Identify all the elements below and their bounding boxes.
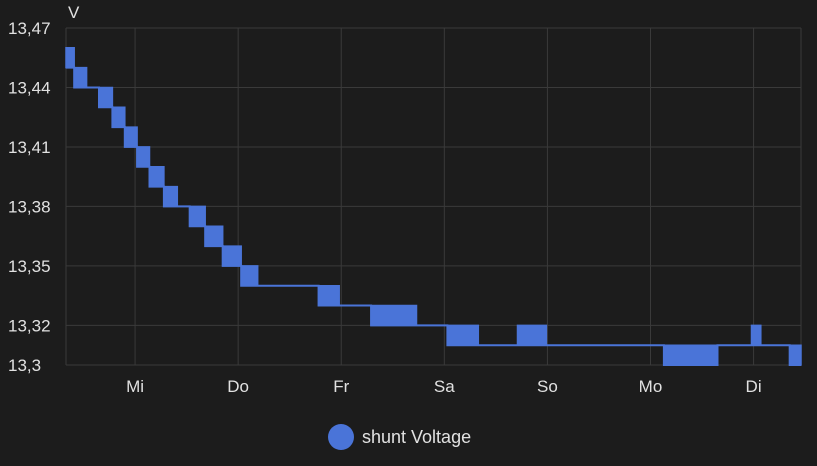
grid-x <box>65 28 802 365</box>
y-tick-label-0: 13,47 <box>8 19 51 38</box>
x-tick-label-6: Di <box>746 377 762 396</box>
y-tick-label-6: 13,3 <box>8 356 41 375</box>
legend-swatch[interactable] <box>328 424 354 450</box>
x-tick-label-5: Mo <box>639 377 663 396</box>
x-axis-ticks: Mi Do Fr Sa So Mo Di <box>126 377 762 396</box>
grid-y <box>66 27 801 366</box>
x-tick-label-3: Sa <box>434 377 455 396</box>
y-axis-unit-label: V <box>68 3 80 22</box>
x-tick-label-1: Do <box>227 377 249 396</box>
legend[interactable]: shunt Voltage <box>328 424 471 450</box>
x-tick-label-2: Fr <box>333 377 349 396</box>
x-tick-label-4: So <box>537 377 558 396</box>
y-tick-label-1: 13,44 <box>8 78 51 97</box>
x-tick-label-0: Mi <box>126 377 144 396</box>
legend-label[interactable]: shunt Voltage <box>362 427 471 447</box>
y-tick-label-3: 13,38 <box>8 197 51 216</box>
y-tick-label-4: 13,35 <box>8 257 51 276</box>
y-axis-ticks: 13,47 13,44 13,41 13,38 13,35 13,32 13,3 <box>8 19 51 375</box>
y-tick-label-2: 13,41 <box>8 138 51 157</box>
y-tick-label-5: 13,32 <box>8 316 51 335</box>
series-line-0 <box>66 66 801 366</box>
series-layer <box>65 47 802 366</box>
